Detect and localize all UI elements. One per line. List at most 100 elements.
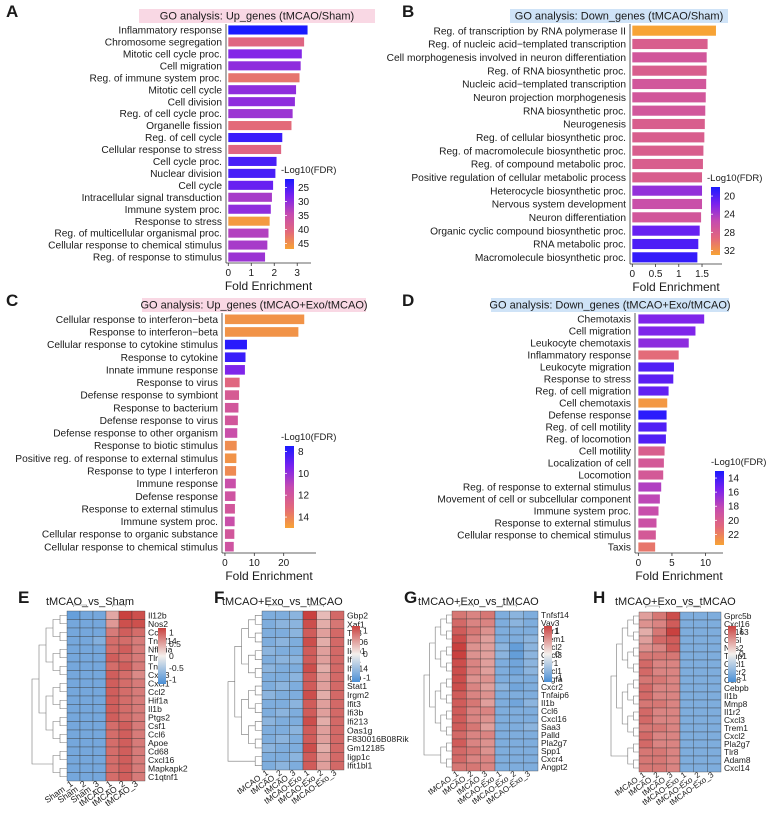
bar: [632, 238, 699, 250]
heatmap-cell: [638, 715, 653, 725]
heatmap-cell: [509, 618, 524, 628]
heatmap-cell: [652, 755, 667, 765]
category-label: Cellular response to organic substance: [42, 530, 218, 541]
heatmap-cell: [66, 755, 81, 765]
heatmap-cell: [131, 721, 146, 731]
heatmap-cell: [652, 627, 667, 637]
heatmap-legend-label: 0: [739, 649, 744, 659]
heatmap-cell: [466, 682, 481, 692]
heatmap-cell: [693, 683, 708, 693]
bar: [632, 92, 706, 103]
heatmap-cell: [118, 704, 133, 714]
heatmap-cell: [66, 636, 81, 646]
heatmap-cell: [330, 628, 345, 638]
heatmap-cell: [316, 734, 331, 744]
row-label: Ccl6: [541, 706, 558, 716]
dendrogram-branch: [621, 691, 628, 725]
dendrogram-branch: [227, 681, 256, 762]
row-label: Trem1: [724, 723, 748, 733]
heatmap-cell: [79, 619, 94, 629]
bar: [224, 402, 239, 413]
heatmap-legend-label: -1: [169, 675, 177, 685]
bar: [638, 494, 660, 504]
heatmap-legend-label: -1: [555, 673, 563, 683]
heatmap-title: tMCAO+Exo_vs_tMCAO: [615, 596, 736, 608]
category-label: Immune system proc.: [121, 517, 218, 528]
dendrogram-branch: [52, 619, 60, 637]
dendrogram-branch: [254, 668, 262, 678]
category-label: Cell cycle proc.: [153, 157, 222, 168]
dendrogram-branch: [434, 690, 441, 724]
heatmap-cell: [666, 627, 681, 637]
dendrogram-branch: [52, 653, 60, 671]
heatmap-cell: [509, 698, 524, 708]
row-label: Tlr2: [148, 653, 163, 663]
colorbar-tick-label: 20: [724, 192, 736, 203]
heatmap-cell: [451, 634, 467, 644]
dendrogram-branch: [446, 742, 452, 752]
heatmap-cell: [707, 659, 722, 669]
heatmap-cell: [707, 619, 722, 629]
heatmap-cell: [638, 731, 653, 741]
dendrogram-branch: [254, 615, 262, 625]
heatmap-cell: [693, 747, 708, 757]
heatmap-cell: [652, 691, 667, 701]
heatmap-cell: [679, 619, 694, 629]
heatmap-cell: [480, 698, 496, 708]
heatmap-cell: [79, 661, 94, 671]
bar: [224, 339, 247, 350]
heatmap-cell: [131, 729, 146, 739]
heatmap-cell: [451, 706, 467, 716]
heatmap-cell: [638, 627, 653, 637]
row-label: Palld: [541, 730, 560, 740]
heatmap-cell: [92, 695, 107, 705]
heatmap-cell: [92, 729, 107, 739]
heatmap-cell: [693, 651, 708, 661]
row-label: Ccl3: [148, 627, 165, 637]
title-box: [510, 9, 728, 23]
panel-g: tMCAO+Exo_vs_tMCAOTnfsf14Vav3Ccr1Trem1Cx…: [404, 588, 569, 806]
heatmap-cell: [330, 619, 345, 629]
heatmap-cell: [131, 746, 146, 756]
heatmap-legend-label: 1: [363, 625, 368, 635]
heatmap-cell: [261, 734, 276, 744]
category-label: Defense response to other organism: [53, 429, 218, 440]
heatmap-cell: [275, 752, 290, 762]
bar: [228, 61, 301, 71]
heatmap-cell: [316, 663, 331, 674]
heatmap-cell: [693, 715, 708, 725]
colorbar-tick-label: 35: [298, 211, 310, 222]
heatmap-cell: [330, 690, 345, 700]
dendrogram-branch: [73, 604, 87, 607]
title-box: [139, 9, 375, 23]
legend-title: -Log10(FDR): [281, 432, 336, 443]
x-tick-label: 0: [226, 268, 232, 279]
dendrogram-branch: [248, 690, 256, 709]
heatmap-cell: [131, 627, 146, 637]
heatmap-cell: [509, 658, 524, 668]
row-label: Tlr8: [724, 747, 739, 757]
heatmap-cell: [652, 619, 667, 629]
dendrogram-branch: [52, 755, 60, 773]
bar: [228, 85, 297, 95]
dendrogram-branch: [31, 678, 53, 765]
heatmap-cell: [707, 643, 722, 653]
heatmap-cell: [494, 658, 510, 668]
panel-h: tMCAO+Exo_vs_tMCAOGprc5bCxcl16Cd163Cd5lN…: [593, 588, 752, 807]
dendrogram-branch: [458, 604, 474, 607]
heatmap-cell: [451, 626, 467, 636]
bar: [224, 365, 245, 375]
dendrogram-branch: [254, 703, 262, 713]
category-label: Immune response: [136, 479, 218, 490]
heatmap-cell: [316, 725, 331, 735]
heatmap-legend-label: 1: [739, 625, 744, 635]
dendrogram-branch: [59, 682, 67, 693]
colorbar-tick-label: 24: [724, 210, 736, 221]
heatmap-cell: [289, 610, 304, 621]
heatmap-cell: [316, 637, 331, 647]
heatmap-cell: [509, 730, 524, 740]
heatmap-cell: [66, 695, 81, 705]
heatmap-cell: [509, 690, 524, 700]
heatmap-cell: [466, 634, 481, 644]
heatmap-cell: [79, 627, 94, 637]
